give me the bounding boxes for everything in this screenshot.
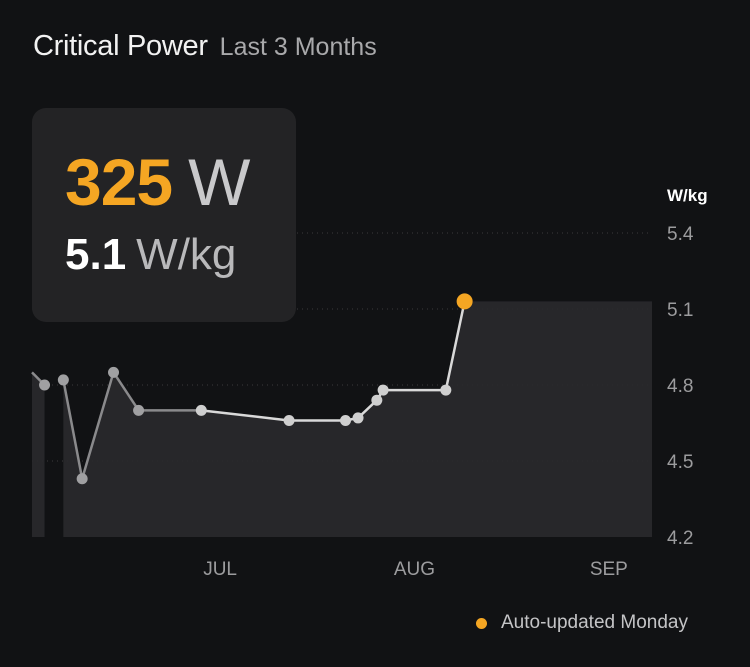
data-point [57, 374, 69, 386]
y-tick-label: 5.1 [667, 300, 693, 321]
current-power-card: 325 W 5.1 W/kg [32, 108, 296, 322]
power-readout: 325 W [65, 144, 250, 220]
data-point [440, 384, 452, 396]
x-tick-label: SEP [590, 559, 628, 580]
data-point [76, 473, 88, 485]
y-axis-label: W/kg [667, 186, 708, 205]
data-point [340, 414, 351, 426]
x-tick-label: AUG [394, 559, 435, 580]
time-range-label[interactable]: Last 3 Months [219, 33, 377, 61]
series-line [201, 301, 466, 422]
data-point [371, 394, 383, 406]
wkg-readout: 5.1 W/kg [65, 230, 236, 280]
data-point [108, 366, 120, 378]
legend-label: Auto-updated Monday [501, 612, 688, 633]
latest-point [456, 293, 473, 310]
data-point [133, 404, 145, 416]
chart-header: Critical Power Last 3 Months [33, 30, 377, 63]
legend-dot-icon [476, 617, 487, 629]
y-tick-label: 4.2 [667, 528, 693, 549]
y-tick-label: 4.5 [667, 452, 693, 473]
data-point [352, 412, 364, 424]
y-tick-label: 4.8 [667, 376, 693, 397]
x-tick-label: JUL [203, 559, 237, 580]
legend: Auto-updated Monday [476, 612, 688, 634]
area-fill [32, 372, 45, 537]
data-point [195, 404, 207, 416]
data-point [377, 384, 389, 396]
y-tick-label: 5.4 [667, 224, 694, 245]
wkg-value: 5.1 [65, 230, 127, 279]
data-point [283, 414, 295, 426]
chart-title: Critical Power [33, 30, 208, 62]
wkg-unit: W/kg [136, 230, 237, 279]
data-point [39, 379, 51, 391]
power-value: 325 [65, 145, 173, 219]
power-unit: W [188, 145, 251, 219]
